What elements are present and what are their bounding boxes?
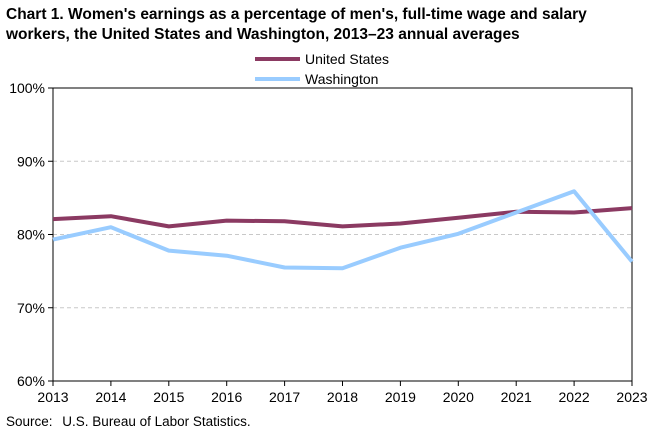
x-axis: 2013 2014 2015 2016 2017 2018 2019 2020 2021 2022…: [37, 381, 648, 405]
x-tick-label: 2023: [616, 389, 647, 405]
y-tick-label: 90%: [17, 153, 45, 169]
series-line-0: [52, 206, 633, 229]
legend: United States Washington: [255, 51, 389, 87]
x-tick-label: 2014: [95, 389, 126, 405]
y-axis: 60% 70% 80% 90% 100%: [9, 80, 53, 389]
x-tick-label: 2020: [443, 389, 474, 405]
source-text: U.S. Bureau of Labor Statistics.: [62, 414, 251, 429]
gridlines: [53, 160, 632, 309]
x-tick-label: 2022: [559, 389, 590, 405]
y-tick-label: 70%: [17, 300, 45, 316]
x-tick-label: 2019: [385, 389, 416, 405]
x-tick-label: 2015: [153, 389, 184, 405]
legend-label-0: United States: [305, 51, 389, 67]
series-line-1: [52, 189, 634, 271]
x-tick-label: 2017: [269, 389, 300, 405]
chart-title: Chart 1. Women's earnings as a percentag…: [6, 5, 656, 45]
y-tick-label: 100%: [9, 80, 45, 96]
series-lines: [52, 189, 634, 271]
y-tick-label: 80%: [17, 227, 45, 243]
source-label: Source:: [6, 414, 53, 429]
chart-title-line-1: Chart 1. Women's earnings as a percentag…: [6, 6, 587, 23]
source-note: Source: U.S. Bureau of Labor Statistics.: [6, 414, 257, 429]
x-tick-label: 2021: [501, 389, 532, 405]
chart-title-line-2: workers, the United States and Washingto…: [6, 26, 520, 43]
x-tick-label: 2016: [211, 389, 242, 405]
x-tick-label: 2013: [37, 389, 68, 405]
y-tick-label: 60%: [17, 373, 45, 389]
x-tick-label: 2018: [327, 389, 358, 405]
legend-label-1: Washington: [305, 71, 378, 87]
